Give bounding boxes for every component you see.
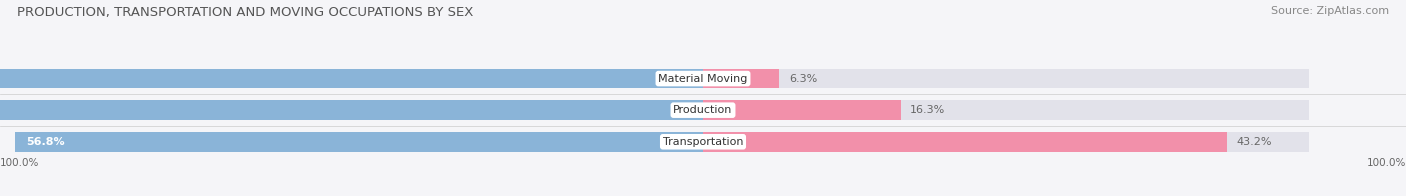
Bar — [0, 69, 703, 88]
Bar — [97, 100, 1309, 120]
Text: 16.3%: 16.3% — [910, 105, 945, 115]
Text: Material Moving: Material Moving — [658, 74, 748, 83]
Text: 100.0%: 100.0% — [0, 158, 39, 168]
Text: Production: Production — [673, 105, 733, 115]
Text: PRODUCTION, TRANSPORTATION AND MOVING OCCUPATIONS BY SEX: PRODUCTION, TRANSPORTATION AND MOVING OC… — [17, 6, 474, 19]
Bar — [97, 132, 1309, 152]
Bar — [703, 132, 1226, 152]
Bar — [703, 69, 779, 88]
Bar — [97, 69, 1309, 88]
Bar — [0, 100, 703, 120]
Text: 6.3%: 6.3% — [789, 74, 817, 83]
Text: Transportation: Transportation — [662, 137, 744, 147]
Text: 56.8%: 56.8% — [27, 137, 65, 147]
Text: 43.2%: 43.2% — [1236, 137, 1272, 147]
Bar — [703, 100, 901, 120]
Text: Source: ZipAtlas.com: Source: ZipAtlas.com — [1271, 6, 1389, 16]
Bar — [14, 132, 703, 152]
Text: 100.0%: 100.0% — [1367, 158, 1406, 168]
